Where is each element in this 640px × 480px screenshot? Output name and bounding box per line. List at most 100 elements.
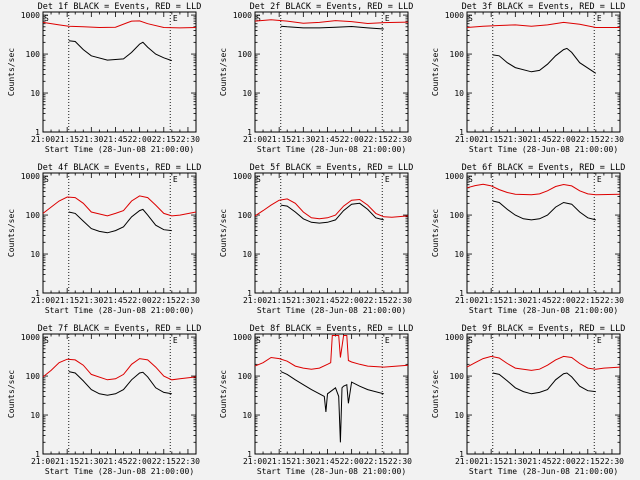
y-tick-label: 100 [238,211,253,220]
y-axis-label: Counts/sec [431,209,440,257]
panel-title: Det 3f BLACK = Events, RED = LLD [462,2,626,12]
x-tick-label: 21:30 [79,457,103,466]
y-tick-label: 1 [459,289,464,298]
x-tick-label: 21:15 [55,296,79,305]
x-tick-label: 21:15 [267,296,291,305]
y-tick-label: 100 [26,372,41,381]
events-series-line [68,40,172,62]
panel-title: Det 4f BLACK = Events, RED = LLD [38,163,202,173]
x-tick-label: 21:00 [455,135,479,144]
plot-frame [254,172,409,294]
y-tick-label: 1 [459,128,464,137]
panel-title: Det 5f BLACK = Events, RED = LLD [250,163,414,173]
plot-frame [42,11,197,133]
x-tick-label: 21:45 [315,457,339,466]
plot-frame [466,172,621,294]
plot-frame [466,333,621,455]
x-tick-label: 21:30 [291,296,315,305]
x-tick-label: 22:00 [128,135,152,144]
x-axis-label: Start Time (28-Jun-08 21:00:00) [257,145,406,154]
plot-frame [42,333,197,455]
x-tick-label: 21:45 [527,457,551,466]
end-marker: E [385,14,390,23]
end-marker: E [597,175,602,184]
y-tick-label: 1000 [21,11,40,20]
x-axis-label: Start Time (28-Jun-08 21:00:00) [45,306,194,315]
end-marker: E [173,336,178,345]
lld-series-line [466,21,620,28]
chart-panel-6: Det 6f BLACK = Events, RED = LLD 1 10 100 10… [431,163,625,315]
start-marker: S [44,14,49,23]
chart-panel-4: Det 4f BLACK = Events, RED = LLD 1 10 100 10… [7,163,201,315]
start-marker: S [44,336,49,345]
events-series-line [68,208,172,234]
x-axis-label: Start Time (28-Jun-08 21:00:00) [257,467,406,476]
y-tick-label: 100 [450,211,465,220]
y-tick-label: 1000 [233,11,252,20]
plot-frame [254,333,409,455]
x-tick-label: 21:30 [503,296,527,305]
x-axis-label: Start Time (28-Jun-08 21:00:00) [257,306,406,315]
y-tick-label: 1 [247,128,252,137]
x-tick-label: 22:00 [552,135,576,144]
x-tick-label: 21:15 [55,457,79,466]
x-tick-label: 21:00 [31,296,55,305]
x-tick-label: 22:00 [340,135,364,144]
x-tick-label: 22:15 [364,457,388,466]
x-tick-label: 21:45 [103,135,127,144]
y-axis-label: Counts/sec [219,209,228,257]
y-tick-label: 1 [35,289,40,298]
y-tick-label: 10 [242,411,252,420]
y-tick-label: 10 [454,89,464,98]
x-tick-label: 21:45 [103,296,127,305]
events-series-line [492,200,596,221]
x-axis-label: Start Time (28-Jun-08 21:00:00) [45,467,194,476]
events-series-line [280,371,384,443]
x-tick-label: 22:30 [600,135,624,144]
x-tick-label: 22:30 [600,296,624,305]
y-tick-label: 1 [459,450,464,459]
plot-frame [42,172,197,294]
x-tick-label: 21:30 [291,135,315,144]
y-tick-label: 1000 [233,333,252,342]
x-axis-label: Start Time (28-Jun-08 21:00:00) [469,145,618,154]
x-tick-label: 22:15 [576,135,600,144]
x-tick-label: 21:30 [291,457,315,466]
y-tick-label: 1000 [21,172,40,181]
x-tick-label: 22:30 [176,135,200,144]
x-tick-label: 21:00 [455,296,479,305]
x-tick-label: 22:15 [364,135,388,144]
y-tick-label: 1000 [21,333,40,342]
x-tick-label: 21:30 [79,296,103,305]
end-marker: E [173,175,178,184]
y-axis-label: Counts/sec [7,209,16,257]
x-tick-label: 21:00 [243,457,267,466]
x-tick-label: 21:15 [479,135,503,144]
y-axis-label: Counts/sec [219,48,228,96]
x-tick-label: 22:00 [128,457,152,466]
events-series-line [280,202,384,224]
y-tick-label: 1000 [445,172,464,181]
x-tick-label: 21:15 [55,135,79,144]
x-tick-label: 22:00 [552,457,576,466]
y-tick-label: 100 [238,50,253,59]
x-tick-label: 22:30 [176,457,200,466]
x-tick-label: 22:15 [576,457,600,466]
x-tick-label: 21:00 [31,457,55,466]
x-tick-label: 22:30 [600,457,624,466]
x-tick-label: 21:15 [479,457,503,466]
events-series-line [280,25,384,30]
y-axis-label: Counts/sec [7,48,16,96]
lld-series-line [42,195,197,217]
x-tick-label: 21:15 [267,135,291,144]
y-axis-label: Counts/sec [7,370,16,418]
y-tick-label: 10 [30,250,40,259]
start-marker: S [468,14,473,23]
chart-panel-2: Det 2f BLACK = Events, RED = LLD 1 10 100 10… [219,2,413,154]
y-tick-label: 10 [30,89,40,98]
chart-panel-3: Det 3f BLACK = Events, RED = LLD 1 10 100 10… [431,2,625,154]
events-series-line [492,47,597,74]
lld-series-line [254,335,409,370]
x-tick-label: 21:30 [503,457,527,466]
x-tick-label: 21:45 [315,135,339,144]
